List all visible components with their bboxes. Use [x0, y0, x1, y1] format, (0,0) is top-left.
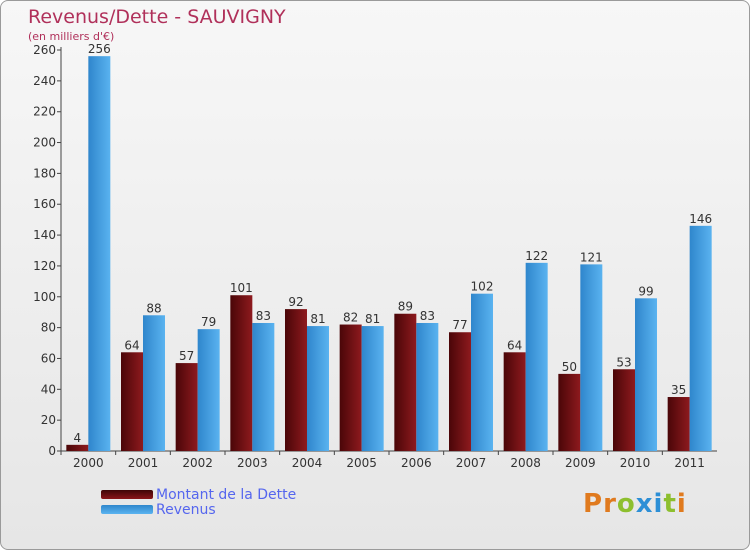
chart-title: Revenus/Dette - SAUVIGNY: [28, 6, 286, 28]
x-tick-label: 2011: [674, 456, 705, 470]
data-label-revenue: 102: [471, 280, 494, 294]
bar-revenue: [361, 326, 384, 451]
data-label-debt: 35: [671, 383, 686, 397]
legend-swatch-debt: [101, 490, 153, 499]
bar-debt: [66, 444, 89, 451]
data-label-revenue: 256: [88, 42, 111, 56]
y-tick-label: 260: [33, 43, 56, 57]
bar-revenue: [689, 225, 712, 451]
data-label-revenue: 121: [580, 250, 603, 264]
bar-revenue: [416, 322, 439, 451]
bar-revenue: [197, 329, 220, 451]
x-tick-label: 2004: [292, 456, 323, 470]
data-label-debt: 4: [74, 431, 82, 445]
bar-revenue: [471, 293, 493, 451]
y-tick-label: 240: [33, 74, 56, 88]
bar-debt: [558, 373, 581, 451]
chart-subtitle: (en milliers d'€): [28, 30, 115, 43]
logo-letter: P: [583, 489, 604, 519]
y-tick-label: 80: [41, 321, 56, 335]
logo-letter: i: [676, 489, 687, 519]
y-tick-label: 60: [41, 351, 56, 365]
data-label-debt: 53: [616, 355, 631, 369]
data-label-revenue: 81: [365, 312, 380, 326]
y-tick-label: 120: [33, 259, 56, 273]
data-label-debt: 82: [343, 311, 358, 325]
bar-debt: [667, 397, 690, 451]
data-label-revenue: 146: [689, 212, 712, 226]
x-tick-label: 2002: [182, 456, 213, 470]
x-tick-label: 2010: [620, 456, 651, 470]
bar-debt: [394, 313, 417, 451]
bar-revenue: [525, 262, 548, 451]
y-tick-label: 20: [41, 413, 56, 427]
bar-revenue: [252, 322, 275, 451]
data-label-revenue: 122: [525, 249, 548, 263]
bar-revenue: [580, 264, 603, 451]
y-tick-label: 40: [41, 382, 56, 396]
data-label-debt: 64: [124, 338, 139, 352]
x-tick-label: 2006: [401, 456, 432, 470]
logo-letter: i: [653, 489, 664, 519]
y-tick-label: 0: [48, 444, 56, 458]
bar-debt: [285, 309, 307, 451]
proxiti-logo: Proxiti: [583, 489, 687, 519]
legend-label-revenue: Revenus: [156, 501, 216, 518]
data-label-debt: 101: [230, 281, 253, 295]
y-tick-label: 160: [33, 197, 56, 211]
bar-debt: [121, 352, 143, 451]
y-tick-label: 180: [33, 166, 56, 180]
legend-label-debt: Montant de la Dette: [156, 486, 297, 503]
x-tick-label: 2007: [456, 456, 487, 470]
bar-revenue: [635, 298, 657, 451]
y-tick-label: 140: [33, 228, 56, 242]
x-tick-label: 2001: [128, 456, 159, 470]
legend: Montant de la Dette Revenus: [101, 486, 297, 518]
data-label-debt: 89: [398, 300, 413, 314]
legend-swatch-revenue: [101, 505, 153, 514]
data-label-revenue: 81: [310, 312, 325, 326]
data-label-debt: 50: [562, 360, 577, 374]
data-label-revenue: 83: [256, 309, 271, 323]
bar-revenue: [88, 56, 111, 452]
data-label-debt: 77: [452, 318, 467, 332]
x-tick-label: 2003: [237, 456, 268, 470]
data-label-revenue: 83: [420, 309, 435, 323]
data-label-debt: 92: [288, 295, 303, 309]
y-tick-label: 220: [33, 105, 56, 119]
logo-letter: o: [616, 489, 636, 519]
logo-letter: x: [635, 489, 654, 519]
bar-debt: [175, 363, 198, 451]
bar-debt: [613, 369, 635, 451]
bar-revenue: [307, 326, 329, 451]
logo-letter: t: [663, 489, 677, 519]
bar-revenue: [143, 315, 165, 451]
y-tick-label: 100: [33, 290, 56, 304]
legend-item-revenue: Revenus: [101, 501, 296, 518]
bar-debt: [339, 324, 362, 451]
x-tick-label: 2008: [510, 456, 541, 470]
data-label-debt: 64: [507, 338, 522, 352]
x-tick-label: 2009: [565, 456, 596, 470]
y-tick-label: 200: [33, 136, 56, 150]
x-tick-label: 2000: [73, 456, 104, 470]
logo-letter: r: [603, 489, 617, 519]
data-label-revenue: 79: [201, 315, 216, 329]
x-tick-label: 2005: [346, 456, 377, 470]
bar-debt: [503, 352, 526, 451]
data-label-revenue: 88: [146, 301, 161, 315]
bar-debt: [230, 295, 253, 451]
data-label-revenue: 99: [638, 284, 653, 298]
legend-item-debt: Montant de la Dette: [101, 486, 297, 503]
bar-debt: [449, 332, 471, 451]
data-label-debt: 57: [179, 349, 194, 363]
